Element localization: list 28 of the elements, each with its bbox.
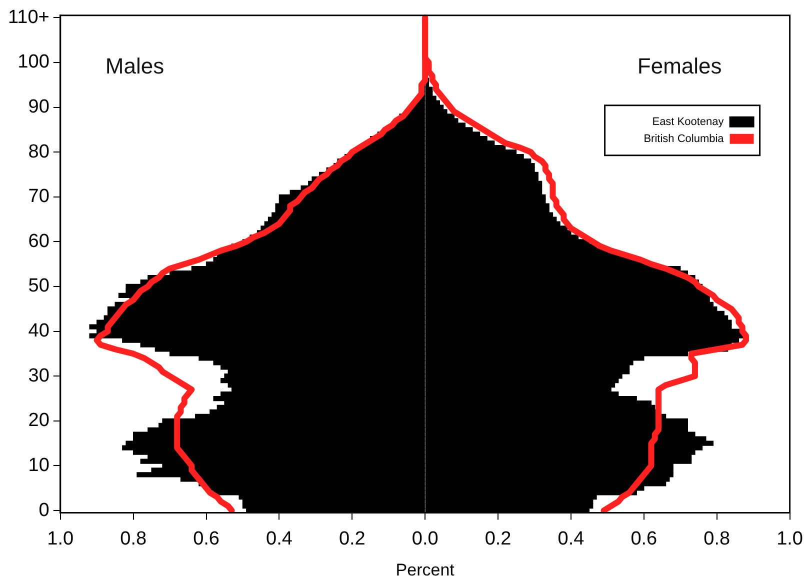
y-tick-label: 0 — [38, 500, 50, 521]
y-tick-label: 70 — [28, 186, 50, 208]
y-tick-label: 90 — [28, 96, 50, 118]
y-tick-label: 60 — [28, 230, 50, 252]
x-tick-label: 1.0 — [776, 528, 804, 550]
y-tick-label: 100 — [18, 52, 50, 73]
x-tick-label: 0.4 — [266, 528, 293, 550]
x-tick-label: 0.4 — [558, 528, 585, 550]
y-tick-label: 20 — [28, 410, 50, 432]
x-tick-label: 0.6 — [193, 528, 220, 550]
x-tick-label: 0.2 — [484, 528, 512, 550]
y-tick-label: 40 — [28, 320, 50, 342]
y-tick-label: 50 — [28, 276, 50, 297]
x-tick-label: 0.8 — [704, 528, 730, 550]
x-tick-label: 1.0 — [47, 528, 74, 550]
y-tick-label: 80 — [28, 141, 50, 162]
y-tick-label: 10 — [28, 454, 50, 476]
x-tick-label: 0.2 — [338, 528, 366, 550]
y-tick-label: 110+ — [8, 6, 50, 28]
x-tick-label: 0.0 — [412, 528, 438, 550]
x-tick-label: 0.8 — [120, 528, 147, 550]
annotation: Females — [637, 53, 722, 78]
legend-label: East Kootenay — [652, 116, 724, 128]
x-axis-title: Percent — [396, 560, 455, 580]
annotation: Males — [105, 53, 164, 78]
y-tick-label: 30 — [28, 365, 50, 386]
legend-label: British Columbia — [644, 132, 725, 145]
x-tick-label: 0.6 — [630, 528, 658, 550]
